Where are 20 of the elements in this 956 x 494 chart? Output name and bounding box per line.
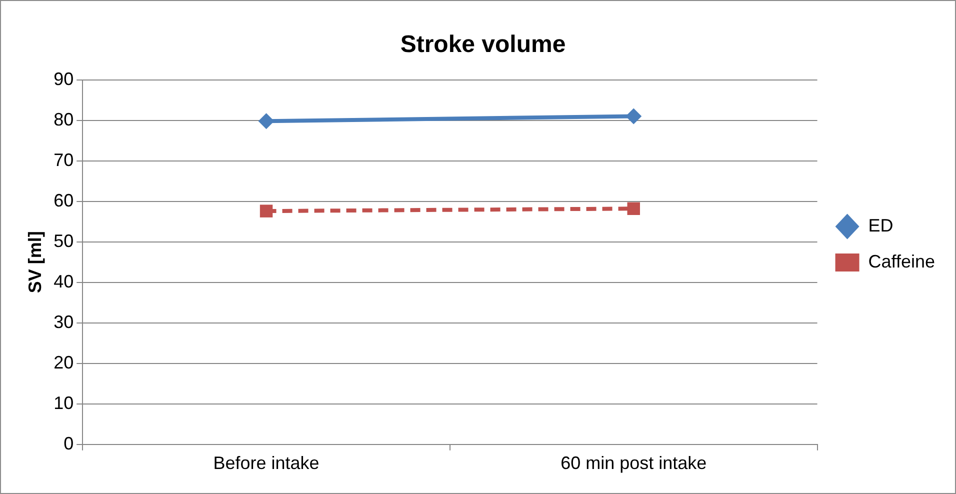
y-tick-label: 60 xyxy=(54,190,74,210)
y-tick-label: 0 xyxy=(64,433,74,454)
y-tick-label: 20 xyxy=(54,352,74,372)
point xyxy=(626,108,642,124)
y-tick-label: 10 xyxy=(54,392,74,413)
x-tick-label: 60 min post intake xyxy=(560,453,707,474)
y-tick-label: 40 xyxy=(54,271,74,292)
point xyxy=(258,113,274,130)
point xyxy=(627,202,640,215)
y-tick-label: 30 xyxy=(54,312,74,332)
y-tick-label: 50 xyxy=(54,230,74,251)
x-tick-label: Before intake xyxy=(213,453,320,474)
chart-title: Stroke volume xyxy=(400,31,566,58)
legend-label: Caffeine xyxy=(868,251,935,272)
legend-label: ED xyxy=(868,215,894,236)
y-axis-title: SV [ml] xyxy=(24,231,45,294)
y-tick-label: 90 xyxy=(54,68,74,89)
point xyxy=(260,204,273,218)
y-tick-label: 70 xyxy=(54,150,74,170)
y-tick-label: 80 xyxy=(54,109,74,130)
